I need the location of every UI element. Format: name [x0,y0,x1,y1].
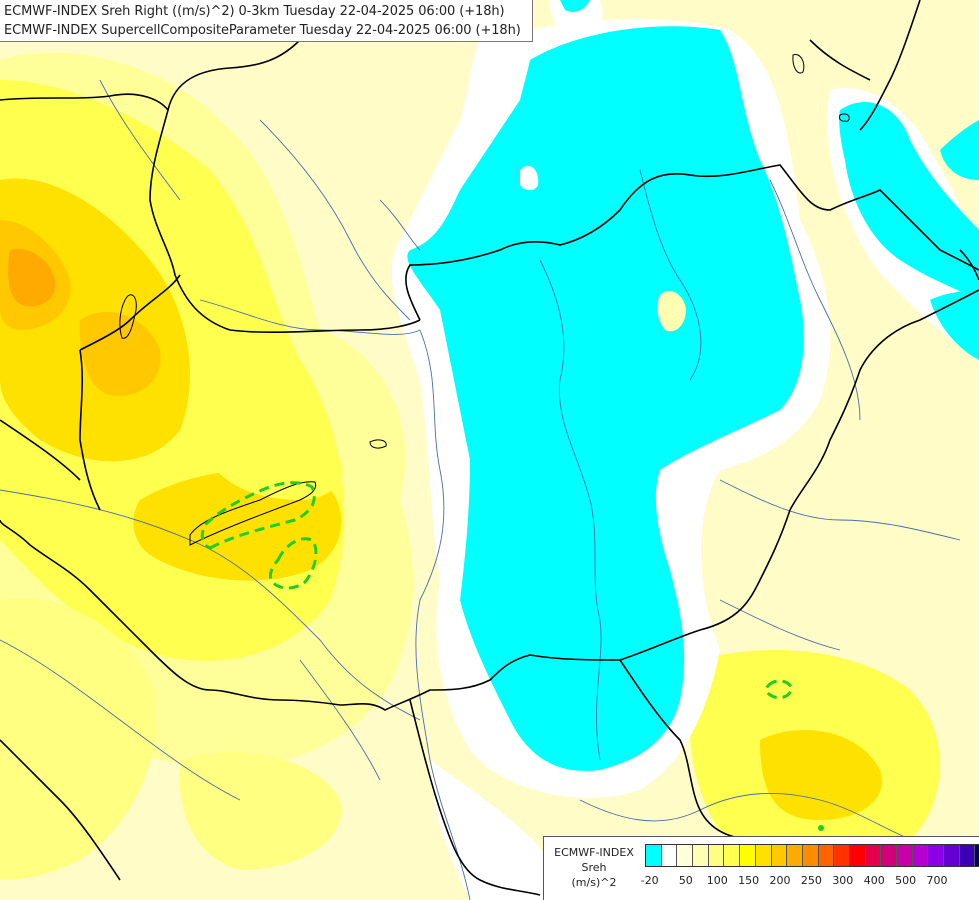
legend-unit: (m/s)^2 [571,876,617,889]
legend-tick-label: 150 [738,874,760,887]
title-line-sreh: ECMWF-INDEX Sreh Right ((m/s)^2) 0-3km T… [4,4,505,19]
legend-tick-label: 200 [769,874,791,887]
legend-ticks: -20 50 100 150 200 250 300 400 500 700 [641,874,979,890]
legend-swatch [849,845,866,866]
legend-swatch [771,845,788,866]
legend-tick-label: -20 [640,874,659,887]
legend-swatch [959,845,976,866]
legend-swatch [677,845,694,866]
legend-swatches [645,844,979,867]
legend-tick-label: 250 [800,874,822,887]
legend-swatch [646,845,662,866]
legend-tick-label: 400 [863,874,885,887]
legend-swatch [975,845,979,866]
negative-sreh-region [407,0,979,771]
legend-swatch [881,845,897,866]
legend-swatch [928,845,945,866]
legend-swatch [724,845,741,866]
legend-swatch [897,845,913,866]
legend-source: ECMWF-INDEX [554,846,634,859]
scp-contours [200,481,794,700]
legend-swatch [912,845,929,866]
legend-swatch [944,845,960,866]
lakes [119,53,850,546]
legend-swatch [802,845,819,866]
legend-tick-label: 500 [895,874,917,887]
legend-swatch [708,845,725,866]
legend-swatch [865,845,882,866]
map-title-box: ECMWF-INDEX Sreh Right ((m/s)^2) 0-3km T… [0,0,533,42]
legend-title: ECMWF-INDEX Sreh (m/s)^2 [544,845,644,890]
legend-swatch [740,845,756,866]
scp-point-marker [818,825,824,831]
legend-swatch [787,845,803,866]
legend-tick-label: 100 [706,874,728,887]
legend-tick-label: 700 [926,874,948,887]
legend-swatch [818,845,835,866]
legend-swatch [755,845,772,866]
legend-swatch [693,845,709,866]
legend-swatch [834,845,850,866]
title-line-scp: ECMWF-INDEX SupercellCompositeParameter … [4,23,521,38]
legend-tick-label: 50 [678,874,693,887]
legend-swatch [661,845,678,866]
legend-variable: Sreh [581,861,607,874]
colorbar-legend: ECMWF-INDEX Sreh (m/s)^2 -20 50 100 150 200 2… [543,836,979,900]
rivers [0,79,961,900]
legend-tick-label: 300 [832,874,854,887]
